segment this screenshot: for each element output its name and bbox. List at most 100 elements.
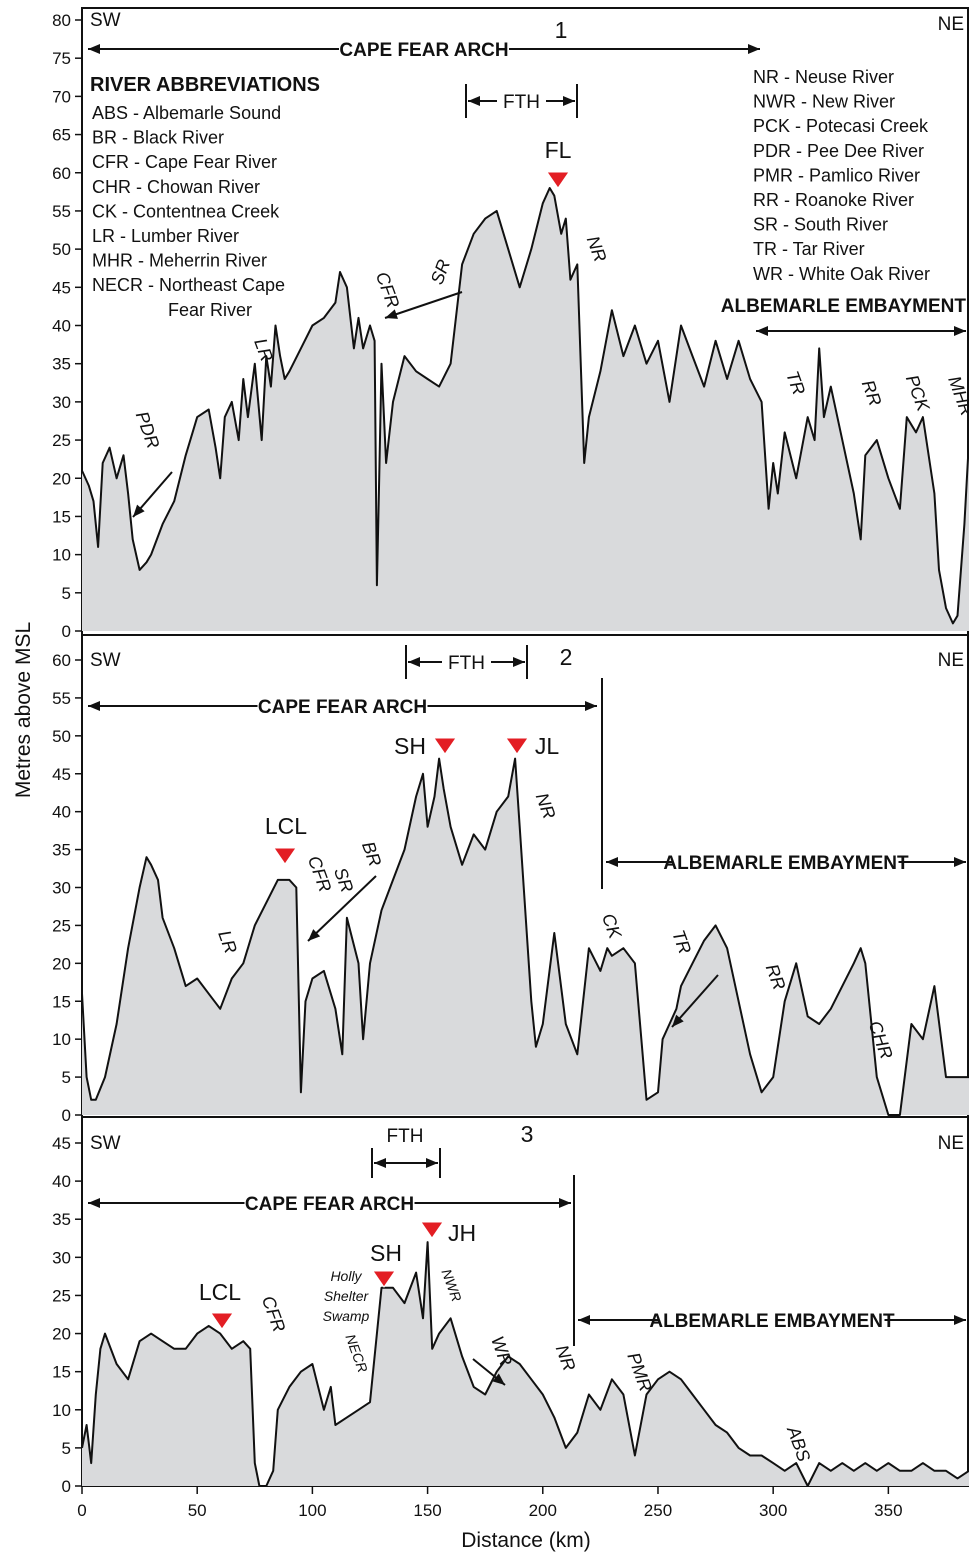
peak-marker: [433, 737, 457, 755]
sw-label: SW: [90, 10, 121, 31]
swamp-label: Swamp: [323, 1308, 370, 1324]
arrow-head-right: [748, 44, 760, 54]
arrow-label-bg: [659, 1307, 885, 1333]
river-label: BR: [358, 839, 385, 869]
arrow-label: ALBEMARLE EMBAYMENT: [649, 1311, 895, 1332]
peak-label: LCL: [199, 1279, 241, 1305]
river-label: TR: [782, 368, 809, 397]
y-tick-label: 30: [52, 879, 71, 898]
panel-number: 1: [555, 17, 568, 43]
abbreviations-title: RIVER ABBREVIATIONS: [90, 74, 320, 96]
y-tick-label: 20: [52, 954, 71, 973]
arrow-head-left: [88, 701, 100, 711]
arrow-label-bg: [257, 693, 428, 719]
swamp-label: Holly: [330, 1268, 362, 1284]
y-tick-label: 35: [52, 841, 71, 860]
br-pointer: [307, 875, 377, 942]
y-tick-label: 55: [52, 202, 71, 221]
pointer-head: [133, 504, 145, 517]
arrow-head-right: [513, 657, 525, 667]
peak-marker: [420, 1221, 444, 1239]
sw-label: SW: [90, 1133, 121, 1154]
x-tick-label: 150: [413, 1501, 441, 1520]
arrow-label: FTH: [503, 92, 540, 113]
y-tick-label: 50: [52, 240, 71, 259]
river-label: CFR: [304, 853, 335, 895]
y-tick-label: 5: [62, 1439, 71, 1458]
x-tick-label: 250: [644, 1501, 672, 1520]
arrow-head-left: [468, 96, 480, 106]
abbreviation-item: ABS - Albemarle Sound: [92, 103, 281, 123]
river-label: CK: [598, 911, 626, 942]
y-tick-label: 80: [52, 11, 71, 30]
arrow-head-right: [585, 701, 597, 711]
pointer-head: [308, 929, 321, 941]
abbreviation-item: NECR - Northeast Cape: [92, 275, 285, 295]
arrow-label-bg: [244, 1190, 415, 1216]
y-tick-label: 10: [52, 1030, 71, 1049]
river-label: RR: [858, 377, 886, 408]
fth-arrow: FTH: [468, 88, 575, 114]
y-tick-label: 25: [52, 431, 71, 450]
panel-number: 2: [560, 644, 573, 670]
fth-bracket: FTH: [405, 645, 528, 679]
panel-3: 0 5 10 15 20 25 30 35 40 45 SW NE 3 FTH CAPE FEAR ARCH…: [52, 1121, 969, 1520]
ne-label: NE: [938, 1133, 964, 1154]
y-tick-label: 45: [52, 765, 71, 784]
y-tick-label: 40: [52, 803, 71, 822]
peak-label: SH: [394, 733, 426, 759]
abbreviation-item: WR - White Oak River: [753, 264, 930, 284]
river-label: LR: [214, 928, 241, 956]
y-axis-title: Metres above MSL: [12, 622, 35, 798]
peak-marker: [546, 171, 570, 189]
river-label: PCK: [902, 372, 934, 415]
y-tick-label: 30: [52, 393, 71, 412]
profile-line: [81, 187, 969, 625]
river-label: NR: [532, 790, 560, 821]
x-tick-label: 300: [759, 1501, 787, 1520]
river-label: NR: [583, 233, 611, 264]
arrow-head-left: [408, 657, 420, 667]
peak-label: SH: [370, 1240, 402, 1266]
y-tick-label: 60: [52, 164, 71, 183]
sw-label: SW: [90, 650, 121, 671]
pointer-head: [385, 309, 398, 319]
peak-label: JL: [535, 733, 560, 759]
x-tick-label: 50: [188, 1501, 207, 1520]
arrow-head-left: [88, 44, 100, 54]
pdr-pointer: [132, 471, 173, 518]
y-tick-label: 40: [52, 317, 71, 336]
fth-bracket: FTH: [465, 84, 578, 118]
river-label: SR: [330, 865, 357, 895]
peak-marker: [273, 847, 297, 865]
y-tick-label: 20: [52, 469, 71, 488]
river-label: CFR: [372, 269, 403, 311]
river-label: NWR: [438, 1267, 464, 1304]
y-tick-label: 50: [52, 727, 71, 746]
y-tick-label: 35: [52, 1210, 71, 1229]
y-tick-label: 5: [62, 584, 71, 603]
x-tick-label: 350: [874, 1501, 902, 1520]
y-tick-label: 65: [52, 126, 71, 145]
abbreviation-item: MHR - Meherrin River: [92, 251, 267, 271]
abbreviation-item: BR - Black River: [92, 128, 224, 148]
abbreviation-item: CHR - Chowan River: [92, 177, 260, 197]
arrow-head-right: [426, 1158, 438, 1168]
arrow-label: CAPE FEAR ARCH: [245, 1194, 414, 1215]
abbreviation-item: NR - Neuse River: [753, 67, 894, 87]
pointer-line: [384, 291, 463, 319]
wr-pointer: [472, 1358, 506, 1386]
panel-1: 0 5 10 15 20 25 30 35 40 45 50 55 60 65 70 75 80 SW NE 1 CAP…: [52, 10, 969, 641]
panel-2: 0 5 10 15 20 25 30 35 40 45 50 55 60 SW NE 2 FTH CAPE FEA…: [52, 644, 969, 1125]
embayment-label: ALBEMARLE EMBAYMENT: [721, 296, 967, 317]
y-tick-label: 45: [52, 1134, 71, 1153]
profile-line: [81, 1241, 969, 1487]
fth-label: FTH: [387, 1126, 424, 1147]
river-label: MHR: [944, 373, 969, 418]
y-tick-label: 0: [62, 1477, 71, 1496]
river-label: CFR: [258, 1293, 289, 1335]
x-tick-label: 0: [77, 1501, 86, 1520]
profile-area: [82, 188, 969, 631]
abbreviation-item: CK - Contentnea Creek: [92, 201, 280, 221]
